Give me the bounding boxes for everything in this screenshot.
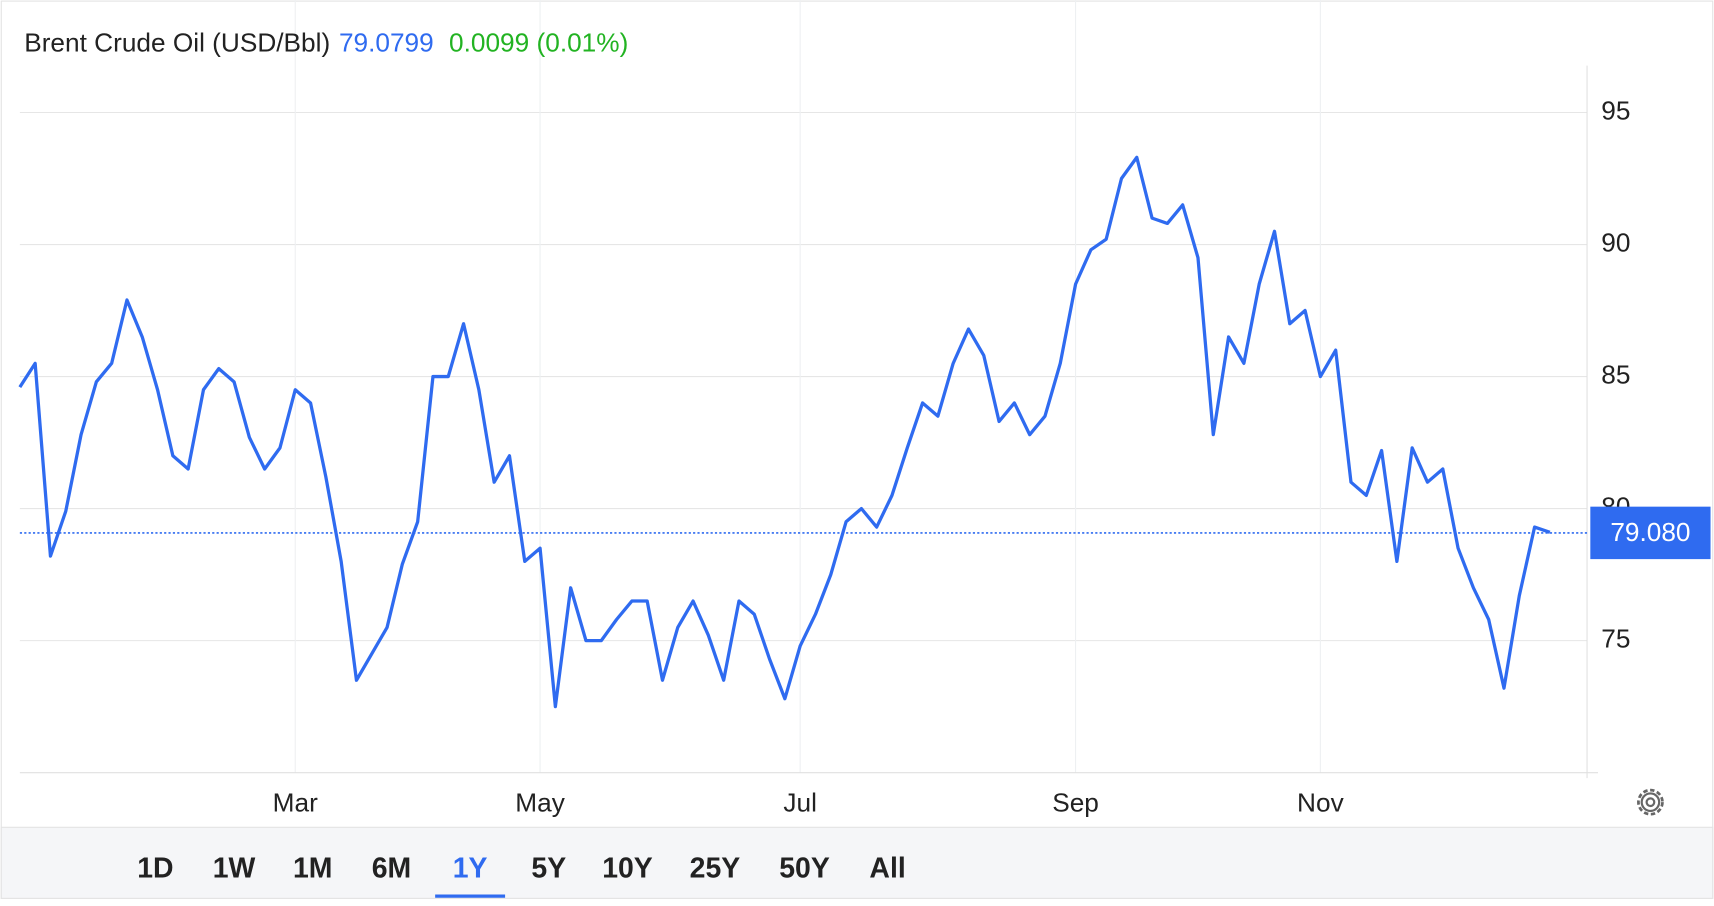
range-button[interactable]: 1Y	[453, 852, 488, 884]
y-tick-label: 95	[1601, 95, 1630, 125]
range-button[interactable]: 1D	[137, 852, 173, 884]
settings-icon[interactable]	[1637, 788, 1664, 816]
last-price-label: 79.080	[1610, 517, 1690, 547]
price: 79.0799	[339, 28, 434, 58]
x-tick-label: Jul	[783, 787, 817, 817]
range-button[interactable]: 50Y	[779, 852, 830, 884]
range-button[interactable]: 1W	[213, 852, 256, 884]
last-price-box	[1590, 506, 1711, 560]
chart-title: Brent Crude Oil (USD/Bbl)	[24, 28, 330, 58]
range-button[interactable]: All	[869, 852, 905, 884]
grid	[19, 0, 1588, 773]
x-tick-label: Sep	[1052, 787, 1099, 817]
y-tick-label: 90	[1601, 227, 1630, 257]
range-button[interactable]: 6M	[372, 852, 411, 884]
x-tick-label: Nov	[1297, 787, 1345, 817]
price-line	[18, 155, 1551, 709]
range-button[interactable]: 10Y	[602, 852, 653, 884]
range-button[interactable]: 5Y	[531, 852, 566, 884]
price-change: 0.0099 (0.01%)	[449, 28, 628, 58]
x-tick-label: Mar	[273, 787, 318, 817]
range-button[interactable]: 25Y	[690, 852, 741, 884]
y-tick-label: 75	[1601, 624, 1630, 654]
range-bar	[0, 826, 1714, 899]
range-button[interactable]: 1M	[293, 852, 332, 884]
y-tick-label: 85	[1601, 359, 1630, 389]
x-tick-label: May	[515, 787, 565, 817]
